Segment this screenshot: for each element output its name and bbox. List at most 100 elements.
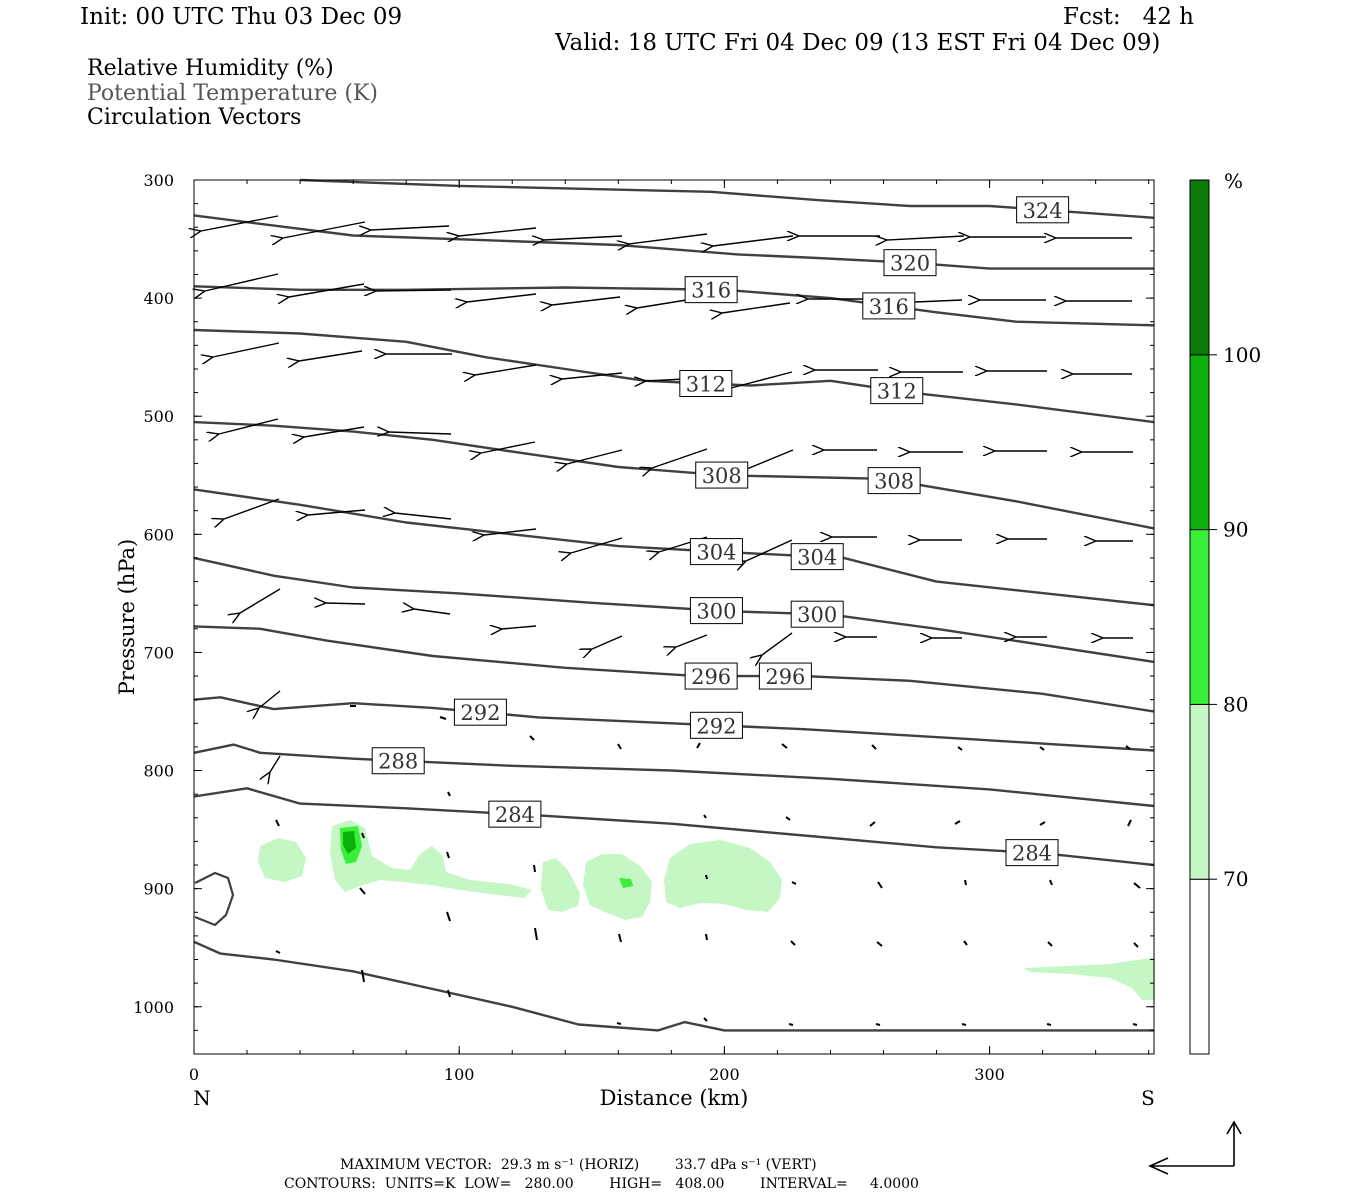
- wind-vector-small: [1133, 882, 1141, 889]
- isentrope-label-text: 292: [460, 701, 500, 725]
- wind-vector: [304, 426, 365, 437]
- rh70-area: [664, 840, 782, 912]
- wind-vector-small: [871, 744, 877, 750]
- isentrope-308: [193, 420, 1155, 530]
- wind-vector: [484, 528, 537, 535]
- wind-vector-small: [696, 742, 701, 749]
- wind-vector-small: [875, 1023, 881, 1026]
- isentrope-label: 304: [790, 543, 844, 571]
- colorbar-level-label: 80: [1223, 692, 1248, 716]
- isentrope-label: 284: [1005, 839, 1059, 867]
- small-vector-ticks: [275, 705, 1141, 1026]
- wind-vector-small: [1047, 941, 1053, 947]
- colorbar-level-label: 70: [1223, 867, 1248, 891]
- colorbar-segment: [1189, 878, 1210, 1055]
- wind-vector: [731, 371, 793, 388]
- isentrope-296: [193, 625, 1155, 713]
- wind-vector: [219, 418, 279, 434]
- wind-vector-small: [361, 969, 365, 983]
- isentrope-280: [193, 940, 1154, 1032]
- isentrope-label-text: 300: [797, 603, 837, 627]
- isentrope-label: 296: [758, 662, 812, 690]
- isentrope-292: [193, 696, 1155, 752]
- wind-vector-small: [1132, 1023, 1138, 1026]
- wind-vector-small: [954, 820, 961, 825]
- isentrope-284: [193, 787, 1155, 867]
- wind-vector: [592, 635, 623, 649]
- wind-vector: [552, 296, 621, 305]
- wind-vector-small: [534, 927, 538, 941]
- wind-vector: [259, 690, 281, 708]
- y-tick-label: 600: [143, 525, 174, 544]
- isentrope-label-text: 316: [869, 295, 909, 319]
- wind-vector: [722, 302, 791, 313]
- colorbar-segment: [1189, 179, 1210, 356]
- wind-vector: [481, 441, 536, 453]
- isentrope-label: 324: [1016, 196, 1070, 224]
- isentrope-label-text: 292: [696, 714, 736, 738]
- rh70-area: [330, 820, 532, 898]
- wind-vector-small: [275, 950, 281, 954]
- isentrope-label: 300: [790, 600, 844, 628]
- wind-vector: [289, 283, 365, 297]
- legend-circulation-vectors: Circulation Vectors: [87, 105, 302, 130]
- wind-vector: [389, 432, 452, 434]
- isentrope-label: 292: [689, 711, 743, 739]
- wind-vector-small: [359, 887, 366, 895]
- wind-vector: [308, 509, 366, 515]
- wind-vector: [376, 290, 452, 291]
- wind-vector: [502, 626, 537, 629]
- isentrope-label: 316: [862, 292, 916, 320]
- rh90-area: [343, 831, 356, 854]
- plot-frame: [193, 179, 1155, 1055]
- colorbar-segment: [1189, 529, 1210, 705]
- reference-vector: [1148, 1120, 1242, 1175]
- wind-vector: [571, 537, 623, 553]
- isentrope-label: 300: [689, 597, 743, 625]
- rh70-area: [258, 838, 306, 882]
- legend-potential-temperature: Potential Temperature (K): [87, 81, 378, 106]
- y-tick-label: 400: [143, 289, 174, 308]
- isentrope-label-text: 324: [1023, 199, 1063, 223]
- wind-vector: [371, 226, 450, 230]
- y-tick-label: 1000: [133, 998, 174, 1017]
- forecast-hour: Fcst: 42 h: [1063, 4, 1194, 30]
- wind-vector: [205, 273, 279, 291]
- isentrope-label-text: 284: [495, 803, 535, 827]
- wind-vector-small: [869, 821, 876, 827]
- wind-vector-small: [1046, 1023, 1052, 1026]
- y-tick-label: 900: [143, 880, 174, 899]
- wind-vector: [652, 448, 708, 468]
- isentrope-label-text: 300: [696, 600, 736, 624]
- wind-vector-small: [1133, 942, 1139, 948]
- axis-ticks: [193, 179, 1154, 1055]
- x-axis-label: Distance (km): [600, 1086, 749, 1110]
- wind-vector-small: [446, 911, 451, 922]
- colorbar-level-label: 100: [1223, 343, 1261, 367]
- y-tick-label: 800: [143, 762, 174, 781]
- isentrope-label: 292: [453, 698, 507, 726]
- wind-vector: [201, 215, 279, 231]
- wind-vector-small: [785, 816, 791, 821]
- isentrope-label-text: 304: [797, 546, 837, 570]
- isentrope-labels: 324 320 316 316 312 312 308 308 304 304 300 300 296 2…: [371, 196, 1070, 867]
- wind-vector: [414, 609, 451, 615]
- wind-vector: [544, 236, 623, 240]
- isentrope-label: 288: [371, 747, 425, 775]
- isentrope-label: 308: [695, 461, 749, 489]
- wind-vector-small: [877, 881, 883, 889]
- isentrope-label: 304: [689, 538, 743, 566]
- wind-vector-small: [705, 874, 708, 880]
- rh80-area: [619, 878, 633, 888]
- wind-vector-small: [275, 819, 280, 827]
- wind-vector-small: [876, 941, 883, 947]
- isentrope-closed-contour: [194, 871, 235, 927]
- maximum-vector-info: MAXIMUM VECTOR: 29.3 m s⁻¹ (HORIZ) 33.7 …: [340, 1157, 817, 1173]
- wind-vector: [567, 449, 623, 464]
- wind-vector: [746, 539, 793, 561]
- wind-vector-small: [361, 832, 365, 839]
- wind-vector-small: [618, 933, 622, 943]
- isentrope-label-text: 284: [1012, 842, 1052, 866]
- wind-vector: [629, 233, 708, 244]
- wind-vector-small: [791, 881, 797, 885]
